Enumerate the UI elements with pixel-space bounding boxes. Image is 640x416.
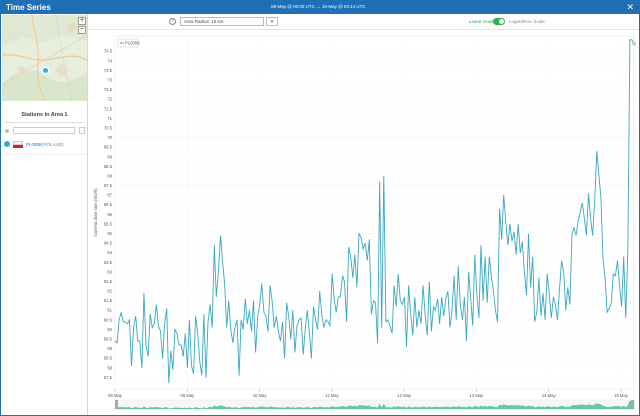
x-tick-label: 13 May xyxy=(470,393,485,398)
y-tick-label: 63.5 xyxy=(104,260,113,265)
series-line-pl0008 xyxy=(114,39,635,384)
overview-area xyxy=(114,400,635,410)
linear-scale-label: Linear Scale xyxy=(469,19,495,24)
y-tick-label: 71 xyxy=(107,116,112,121)
station-country: (POLAND) xyxy=(42,142,64,147)
y-tick-label: 71.5 xyxy=(104,106,113,111)
x-tick-label: 14 May xyxy=(542,393,557,398)
y-tick-label: 66.5 xyxy=(104,202,113,207)
zoom-in-button[interactable]: + xyxy=(78,17,86,25)
y-tick-label: 61 xyxy=(107,308,112,313)
divider xyxy=(5,122,84,123)
chevron-down-icon[interactable]: ▾ xyxy=(266,17,278,26)
y-tick-label: 60 xyxy=(107,327,112,332)
divider xyxy=(3,154,86,155)
poland-flag-icon xyxy=(13,141,23,148)
sidebar: + − Stations in Area 1 PL0008 (POLAND) xyxy=(1,14,88,415)
map-tiles[interactable] xyxy=(2,15,87,101)
y-tick-label: 62 xyxy=(107,289,112,294)
x-tick-label: 15 May xyxy=(614,393,629,398)
y-tick-label: 59.5 xyxy=(104,337,113,342)
y-tick-label: 64.5 xyxy=(104,241,113,246)
x-tick-label: 10 May xyxy=(253,393,268,398)
y-tick-label: 65.5 xyxy=(104,221,113,226)
y-tick-label: 67.5 xyxy=(104,183,113,188)
station-filter xyxy=(5,127,85,135)
station-filter-input[interactable] xyxy=(13,127,75,134)
y-tick-label: 64 xyxy=(107,250,112,255)
station-list-item[interactable]: PL0008 (POLAND) xyxy=(3,140,86,149)
endpoint-marker xyxy=(632,41,636,46)
x-tick-label: 09 May xyxy=(180,393,195,398)
y-tick-label: 68.5 xyxy=(104,164,113,169)
y-tick-label: 72.5 xyxy=(104,87,113,92)
y-tick-label: 73.5 xyxy=(104,68,113,73)
y-tick-label: 73 xyxy=(107,78,112,83)
y-tick-label: 70.5 xyxy=(104,125,113,130)
stations-title: Stations in Area 1 xyxy=(21,112,68,118)
y-tick-label: 70 xyxy=(107,135,112,140)
y-tick-label: 67 xyxy=(107,193,112,198)
window-title: Time Series xyxy=(6,3,51,12)
zoom-out-button[interactable]: − xyxy=(78,26,86,34)
toggle-knob xyxy=(499,19,504,24)
legend-label: PL0008 xyxy=(125,41,140,46)
y-tick-label: 58.5 xyxy=(104,356,113,361)
y-tick-label: 74 xyxy=(107,58,112,63)
y-tick-label: 59 xyxy=(107,346,112,351)
y-tick-label: 61.5 xyxy=(104,298,113,303)
y-tick-label: 65 xyxy=(107,231,112,236)
help-icon[interactable]: ? xyxy=(169,18,176,25)
y-tick-label: 69.5 xyxy=(104,145,113,150)
y-tick-label: 74.5 xyxy=(104,49,113,54)
y-tick-label: 60.5 xyxy=(104,317,113,322)
y-tick-label: 72 xyxy=(107,97,112,102)
brush-handle-left xyxy=(115,400,118,409)
legend-box xyxy=(117,38,139,48)
y-tick-label: 63 xyxy=(107,269,112,274)
y-tick-label: 68 xyxy=(107,173,112,178)
x-tick-label: 12 May xyxy=(397,393,412,398)
filter-clear-icon[interactable] xyxy=(79,127,85,134)
y-axis-label: Gamma dose rate (nSv/h) xyxy=(93,188,98,237)
y-tick-label: 66 xyxy=(107,212,112,217)
title-bar: Time Series 08-May @ 00:00 UTC → 15-May … xyxy=(1,1,639,14)
y-tick-label: 69 xyxy=(107,154,112,159)
select-all-icon[interactable] xyxy=(5,129,9,133)
area-radius-select[interactable]: Area Radius: 10 km xyxy=(180,17,264,26)
station-marker[interactable] xyxy=(42,67,49,74)
y-tick-label: 58 xyxy=(107,365,112,370)
chart-toolbar: ? Area Radius: 10 km ▾ Linear Scale Loga… xyxy=(89,14,639,30)
station-name[interactable]: PL0008 xyxy=(26,142,42,147)
x-tick-label: 11 May xyxy=(325,393,339,398)
date-range: 08-May @ 00:00 UTC → 15-May @ 04:14 UTC xyxy=(271,4,366,9)
y-tick-label: 57.5 xyxy=(104,375,113,380)
chart-svg[interactable]: 57.5 58 58.5 59 59.5 60 60.5 61 61.5 62 62.5 63 63.5… xyxy=(89,31,640,416)
scale-toggle[interactable] xyxy=(493,18,505,25)
y-tick-label: 62.5 xyxy=(104,279,113,284)
log-scale-label: Logarithmic Scale xyxy=(509,19,545,24)
close-icon[interactable]: ✕ xyxy=(626,2,634,12)
x-tick-label: 08 May xyxy=(108,393,123,398)
time-series-chart: 57.5 58 58.5 59 59.5 60 60.5 61 61.5 62 62.5 63 63.5… xyxy=(89,31,640,416)
brush-handle-right xyxy=(631,400,634,409)
plot-area xyxy=(114,35,635,390)
station-map[interactable]: + − xyxy=(2,15,87,101)
station-color-dot xyxy=(4,141,10,147)
